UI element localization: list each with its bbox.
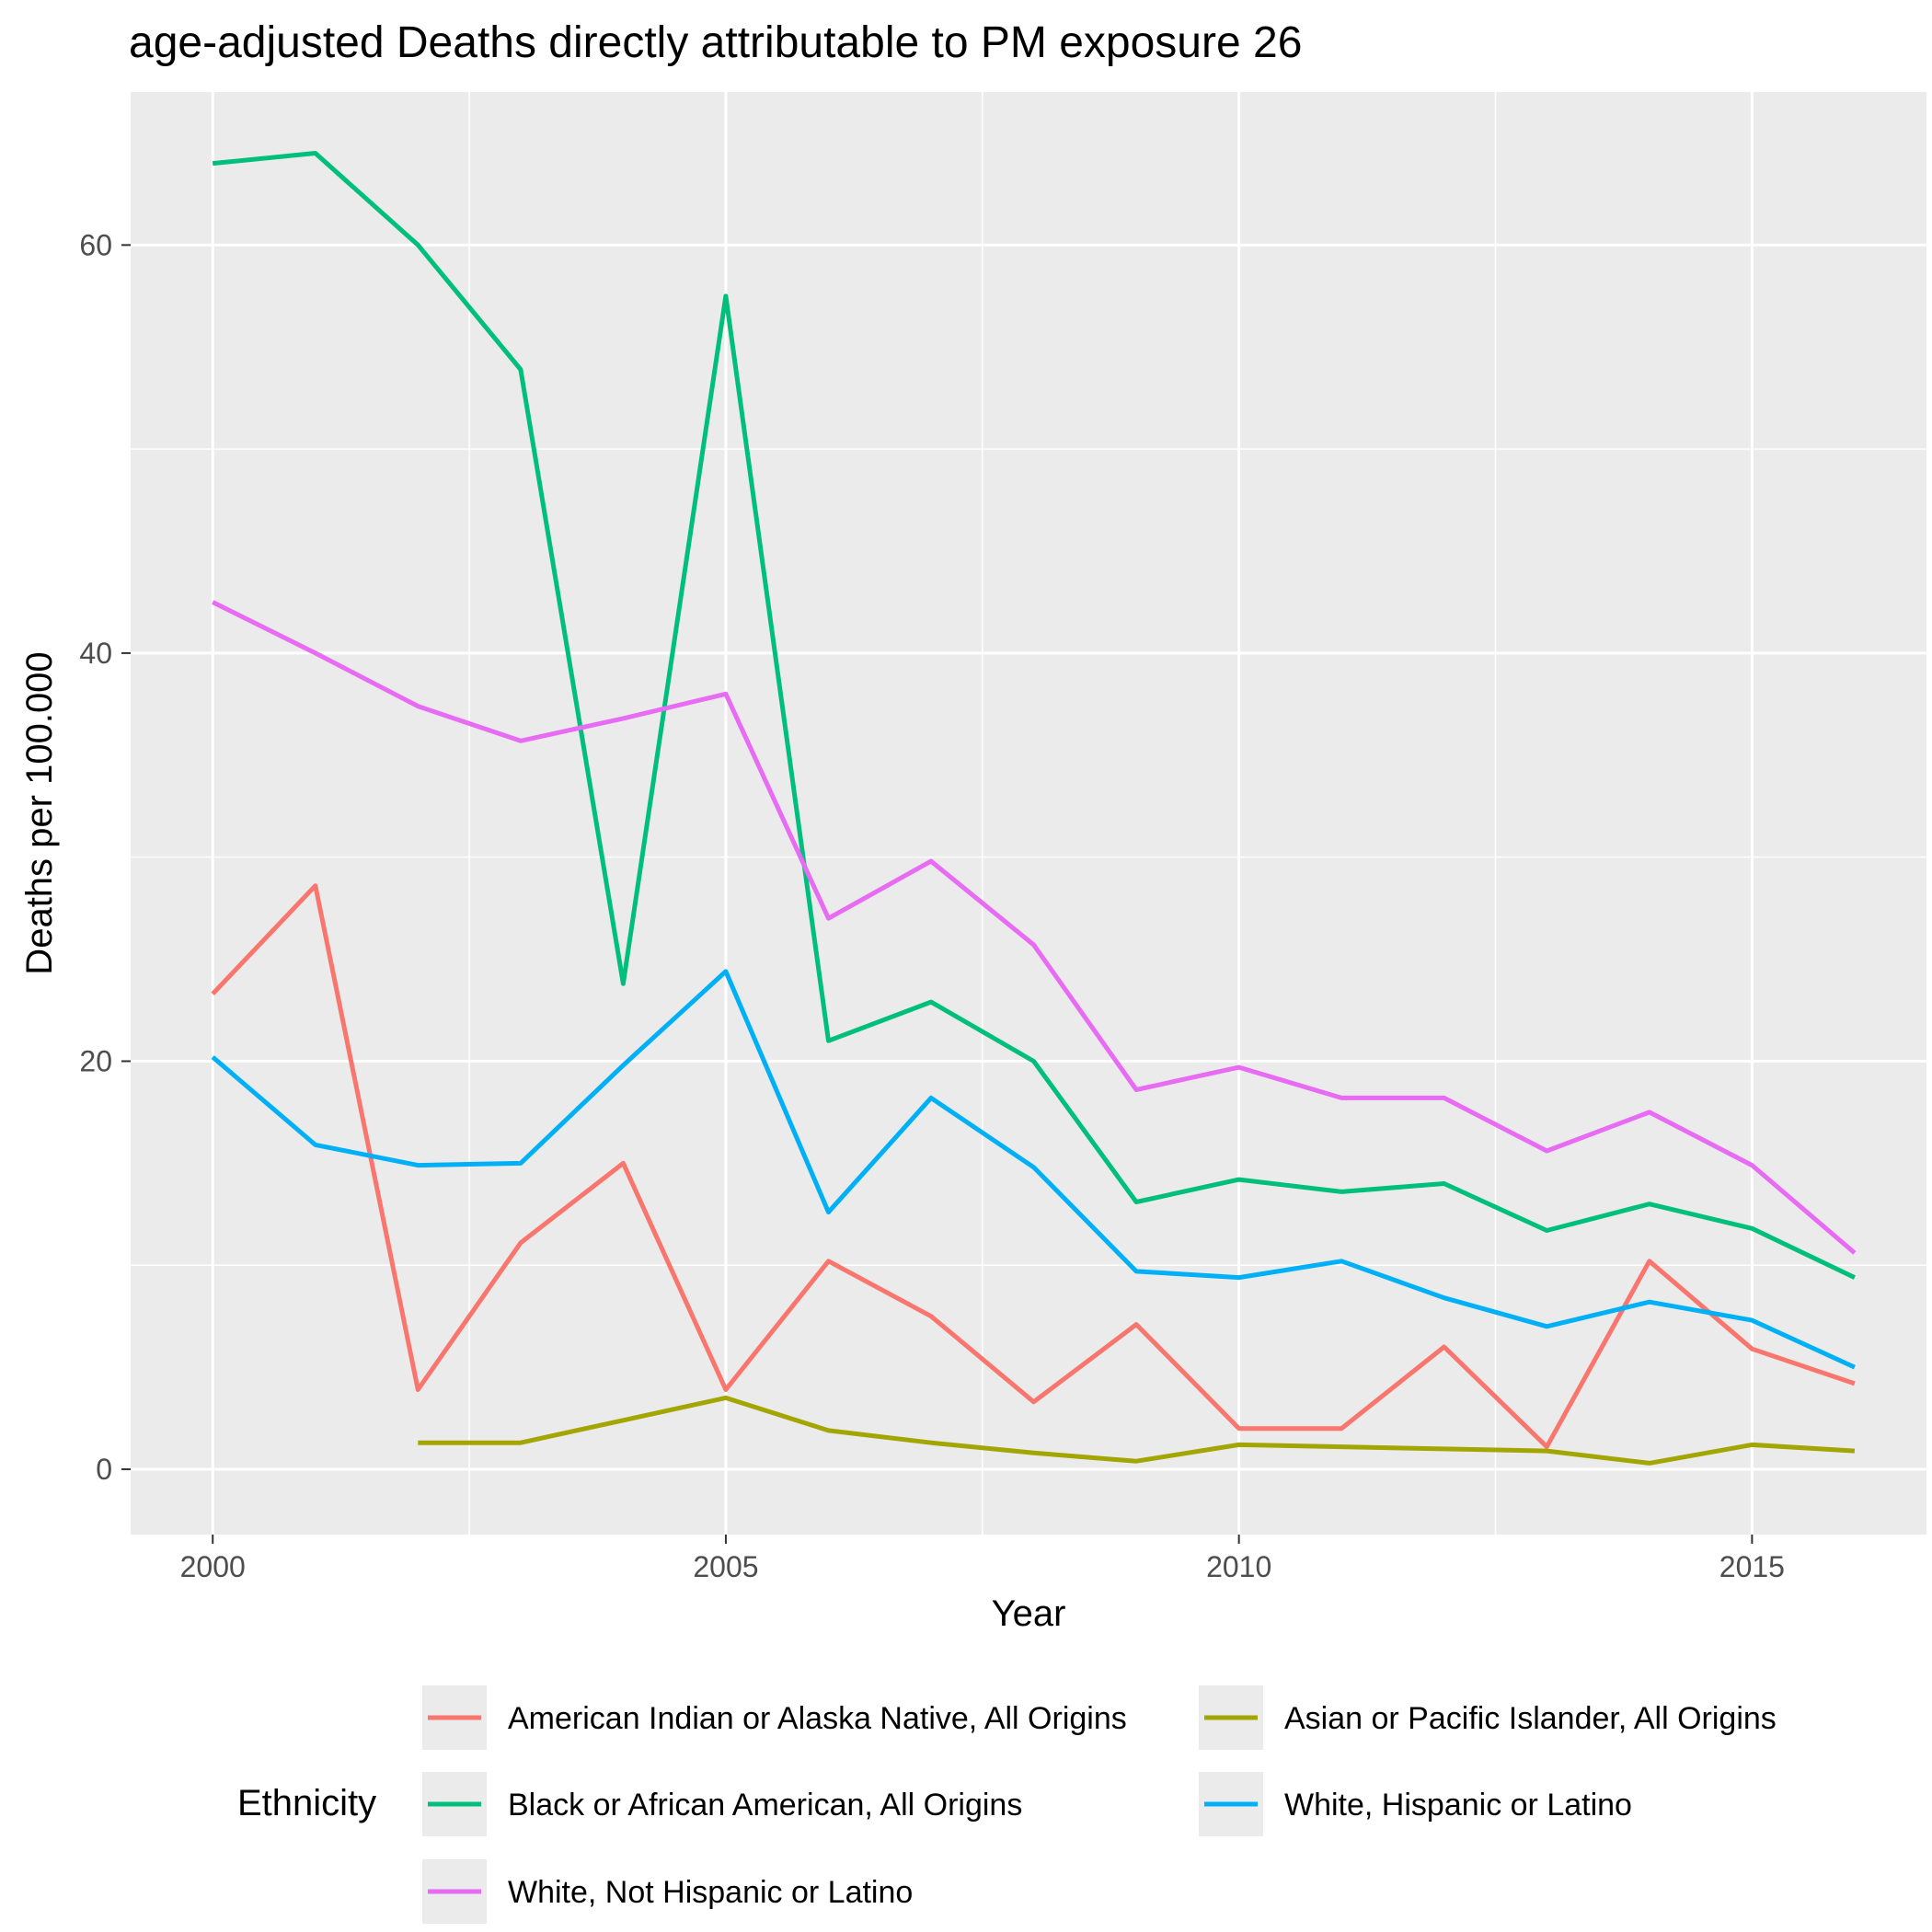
plot-panel [131, 92, 1926, 1535]
chart-title: age-adjusted Deaths directly attributabl… [129, 18, 1302, 67]
minor-gridlines [131, 92, 1926, 1535]
series-line-white-hispanic-or-latino [211, 969, 1856, 1370]
x-tick-label: 2005 [693, 1550, 758, 1583]
legend-item-white-not-hispanic-or-latino: White, Not Hispanic or Latino [420, 1857, 913, 1926]
series-line-black-or-african-american-all-origins [212, 151, 1856, 1280]
y-tick-label: 0 [96, 1453, 112, 1486]
legend-label: Asian or Pacific Islander, All Origins [1284, 1701, 1777, 1736]
legend-title: Ethnicity [237, 1783, 376, 1823]
legend-item-white-hispanic-or-latino: White, Hispanic or Latino [1197, 1770, 1632, 1838]
x-axis: 2000 2005 2010 2015 [180, 1535, 1785, 1583]
legend-label: Black or African American, All Origins [508, 1788, 1022, 1823]
y-axis: 0 20 40 60 [79, 228, 131, 1486]
legend-label: White, Not Hispanic or Latino [508, 1875, 913, 1910]
y-tick-label: 20 [79, 1044, 112, 1077]
legend-item-asian-or-pacific-islander-all-origins: Asian or Pacific Islander, All Origins [1197, 1684, 1777, 1752]
series-line-white-not-hispanic-or-latino [212, 600, 1857, 1255]
legend-label: White, Hispanic or Latino [1284, 1788, 1632, 1823]
legend-item-american-indian-or-alaska-native-all-origins: American Indian or Alaska Native, All Or… [420, 1684, 1127, 1752]
y-axis-title: Deaths per 100.000 [19, 651, 60, 974]
legend-item-black-or-african-american-all-origins: Black or African American, All Origins [420, 1770, 1022, 1838]
series-line-american-indian-or-alaska-native-all-origins [211, 883, 1856, 1450]
x-tick-label: 2000 [180, 1550, 246, 1583]
y-tick-label: 60 [79, 228, 112, 261]
x-axis-title: Year [992, 1593, 1066, 1634]
series-layer [211, 151, 1857, 1466]
y-tick-label: 40 [79, 637, 112, 670]
major-gridlines [131, 92, 1926, 1535]
x-tick-label: 2015 [1719, 1550, 1785, 1583]
legend: Ethnicity American Indian or Alaska Nati… [237, 1684, 1777, 1926]
series-line-asian-or-pacific-islander-all-origins [418, 1395, 1856, 1466]
legend-items: American Indian or Alaska Native, All Or… [420, 1684, 1777, 1926]
x-tick-label: 2010 [1206, 1550, 1271, 1583]
legend-label: American Indian or Alaska Native, All Or… [508, 1701, 1127, 1736]
